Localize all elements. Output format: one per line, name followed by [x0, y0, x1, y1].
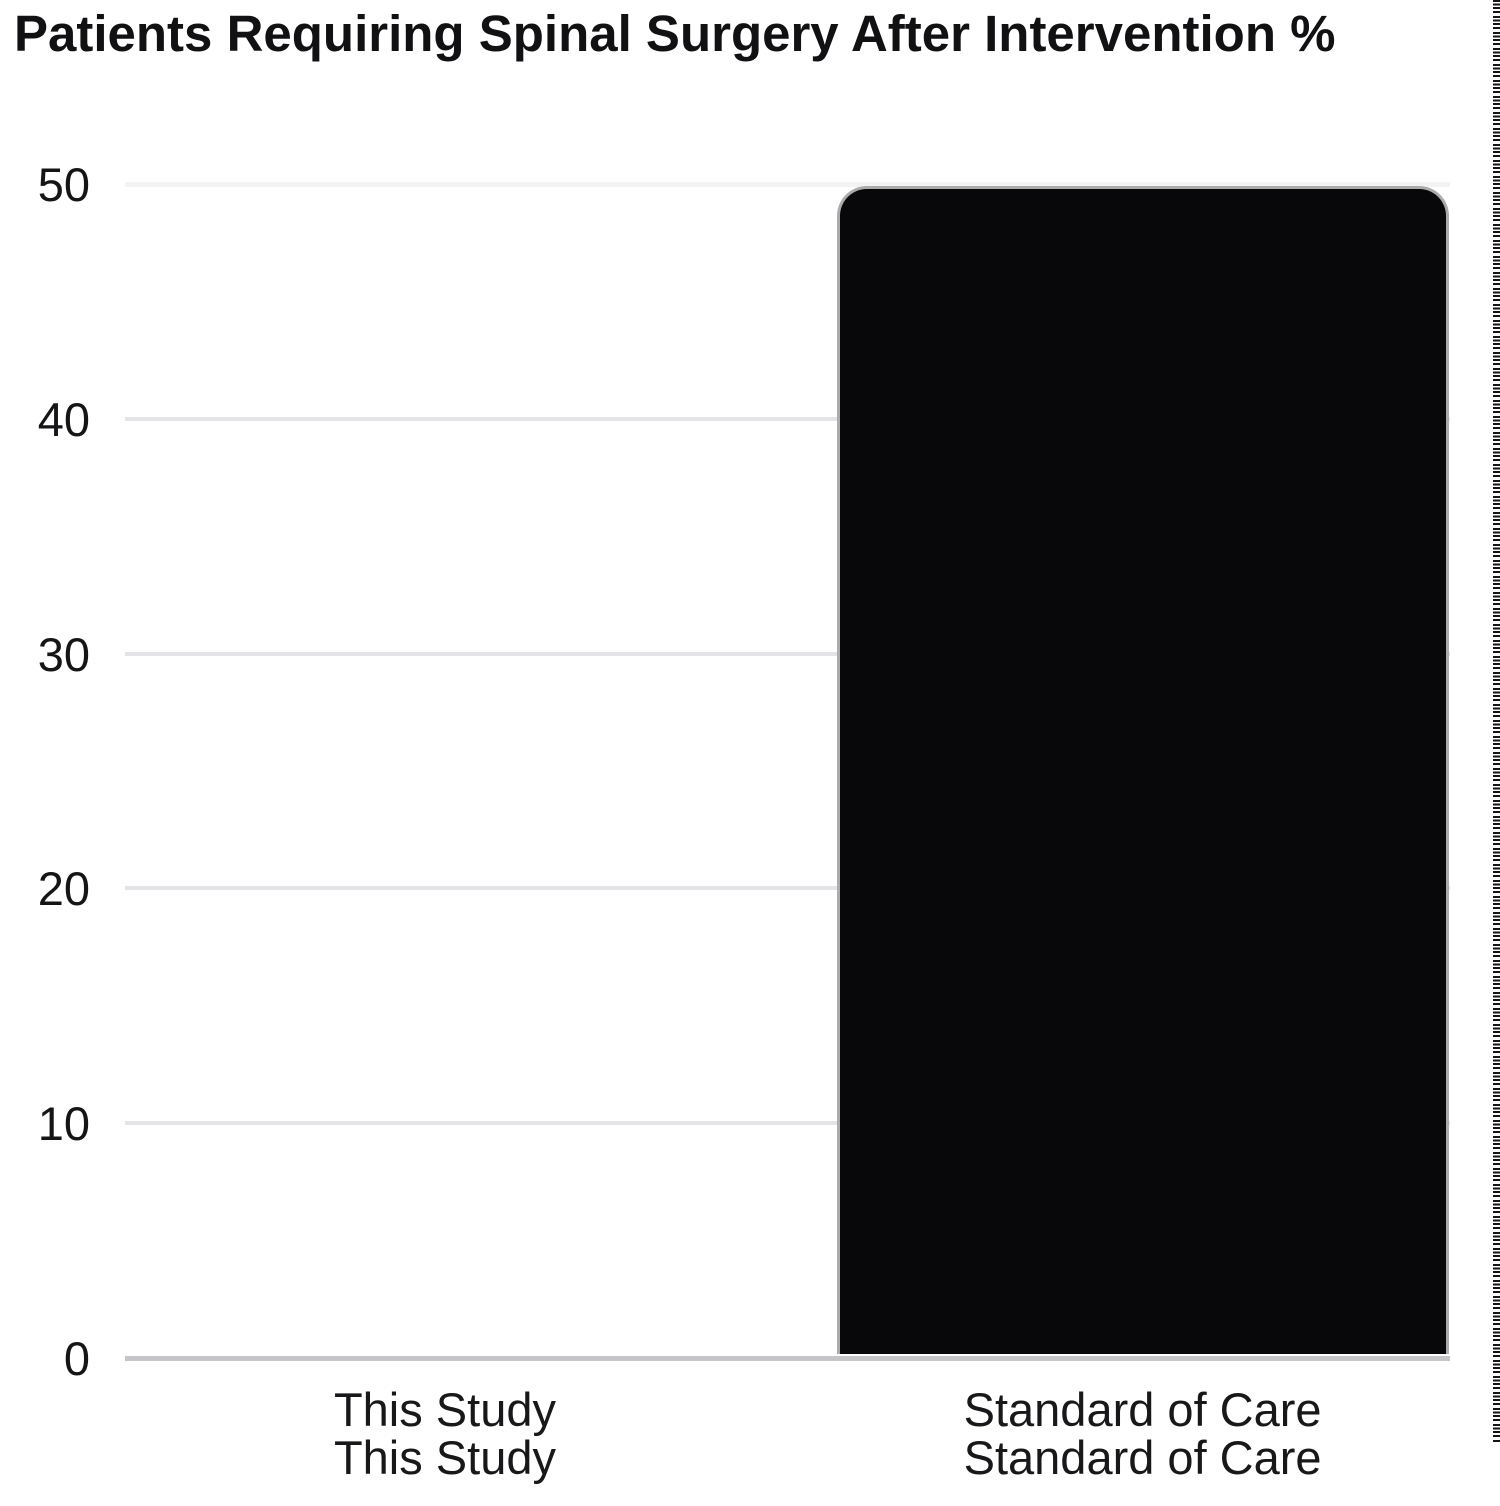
right-edge-dashed-border	[1493, 0, 1500, 1443]
plot-area	[125, 182, 1450, 1361]
y-axis-tick-0: 0	[63, 1332, 90, 1385]
x-axis-label-this-study: This Study This Study	[334, 1386, 556, 1482]
x-axis-labels-row: This Study This Study Standard of Care Stan…	[125, 1386, 1450, 1506]
y-axis-tick-10: 10	[37, 1097, 90, 1151]
x-axis-label-standard-of-care: Standard of Care Standard of Care	[964, 1386, 1322, 1482]
gridline-y-10	[125, 1121, 1450, 1126]
gridline-y-40	[125, 416, 1450, 421]
bar-standard-of-care	[836, 186, 1449, 1354]
gridline-y-50	[125, 182, 1450, 187]
y-axis-tick-40: 40	[37, 392, 90, 446]
y-axis-tick-20: 20	[37, 862, 90, 916]
gridline-y-0	[125, 1356, 1450, 1361]
x-axis-label-text: Standard of Care	[963, 1383, 1322, 1436]
y-axis-tick-30: 30	[37, 627, 90, 681]
gridline-y-30	[125, 651, 1450, 656]
x-axis-label-clipped-duplicate: This Study	[333, 1431, 557, 1484]
gridline-y-20	[125, 886, 1450, 891]
chart-title: Patients Requiring Spinal Surgery After …	[14, 5, 1336, 62]
x-axis-label-clipped-duplicate: Standard of Care	[963, 1431, 1322, 1484]
x-axis-label-text: This Study	[333, 1383, 557, 1436]
y-axis-tick-50: 50	[37, 158, 90, 211]
